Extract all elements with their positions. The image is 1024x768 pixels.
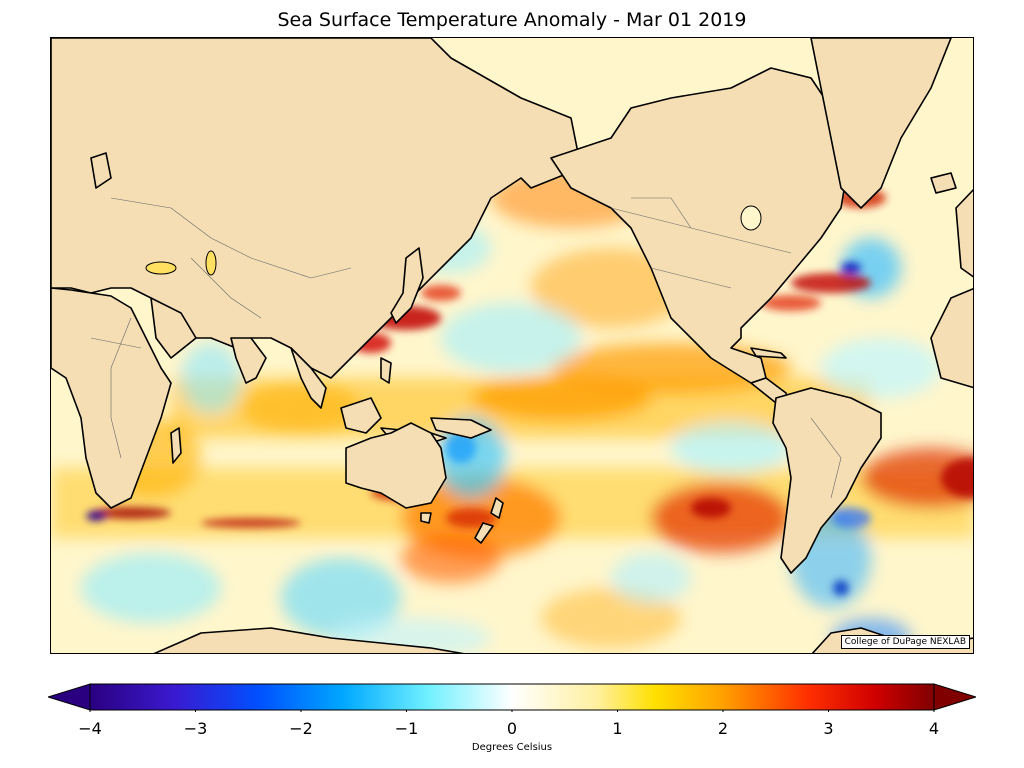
iceland bbox=[930, 172, 957, 194]
colorbar-tick-label: −4 bbox=[78, 719, 102, 738]
new-guinea bbox=[430, 417, 492, 439]
new-zealand bbox=[474, 497, 504, 544]
colorbar-tick-label: 3 bbox=[823, 719, 834, 738]
india bbox=[230, 337, 267, 384]
south-america bbox=[772, 387, 882, 574]
greenland bbox=[810, 38, 952, 209]
colorbar-tick-label: −3 bbox=[183, 719, 208, 738]
japan bbox=[390, 247, 424, 324]
hudson-bay bbox=[740, 205, 762, 231]
sst-map bbox=[51, 38, 973, 653]
tasmania bbox=[420, 512, 432, 524]
colorbar-label: Degrees Celsius bbox=[471, 742, 553, 753]
caspian-sea bbox=[205, 250, 217, 276]
borneo bbox=[340, 397, 382, 434]
british-isles bbox=[90, 152, 112, 189]
colorbar-tick-label: 1 bbox=[612, 719, 623, 738]
colorbar-tick-label: 4 bbox=[928, 719, 940, 738]
colorbar-min-extend bbox=[48, 683, 91, 711]
arabia bbox=[150, 297, 197, 359]
colorbar-gradient bbox=[89, 683, 935, 711]
credit-label: College of DuPage NEXLAB bbox=[840, 635, 970, 649]
antarctica-1 bbox=[153, 627, 465, 653]
australia bbox=[345, 422, 447, 509]
colorbar-tick-label: −2 bbox=[289, 719, 313, 738]
madagascar bbox=[170, 427, 182, 464]
cuba bbox=[750, 347, 787, 359]
philippines bbox=[380, 357, 392, 384]
colorbar bbox=[48, 683, 976, 712]
black-sea bbox=[145, 261, 177, 275]
country-borders bbox=[90, 197, 842, 499]
north-america bbox=[550, 67, 852, 384]
west-africa-edge bbox=[930, 287, 973, 389]
colorbar-ticks bbox=[89, 710, 935, 712]
colorbar-tick-label: 0 bbox=[506, 719, 518, 738]
colorbar-max-extend bbox=[933, 683, 976, 711]
inland-seas bbox=[145, 205, 762, 276]
map-panel: College of DuPage NEXLAB bbox=[50, 37, 974, 654]
europe-edge bbox=[955, 188, 973, 278]
indochina bbox=[290, 347, 327, 409]
colorbar-tick-label: 2 bbox=[717, 719, 729, 738]
colorbar-tick-label: −1 bbox=[394, 719, 419, 738]
chart-title: Sea Surface Temperature Anomaly - Mar 01… bbox=[277, 9, 747, 31]
